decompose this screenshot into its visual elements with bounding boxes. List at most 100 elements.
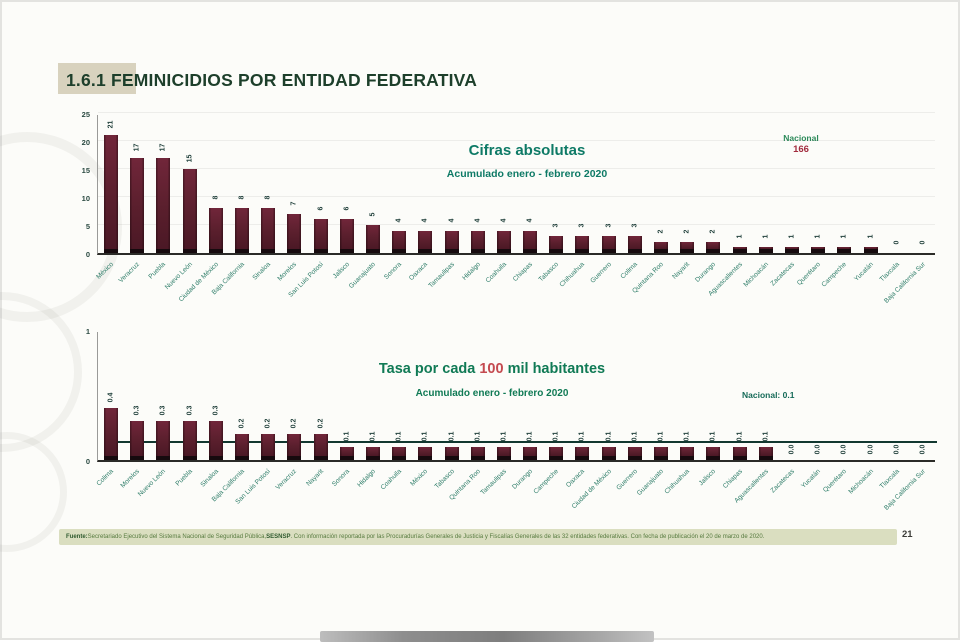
page-number: 21 [902,529,913,540]
gridline [98,168,935,169]
bar-value-label: 0.1 [343,431,351,442]
bar-value-label: 4 [395,218,403,223]
bar-value-label: 3 [578,223,586,228]
bar-value-label: 21 [107,121,115,129]
bar [339,447,354,460]
bar-value-label: 0.1 [500,431,508,442]
bar [549,447,564,460]
chart2-national-annotation: Nacional: 0.1 [742,390,794,400]
chart1-x-axis-labels: México Veracruz Puebla Nuevo León Ciudad de … [95,258,935,330]
bar-value-label: 0.3 [186,405,194,416]
bar [339,219,354,253]
source-sesnsp: SESNSP [266,534,291,540]
bar-value-label: 4 [526,218,534,223]
bar [392,230,407,253]
bar-value-label: 0.1 [421,431,429,442]
y-axis-tick-label: 0 [85,250,90,259]
bottom-ui-bar [320,631,654,642]
bar-value-label: 0.3 [212,405,220,416]
chart2-subtitle: Acumulado enero - febrero 2020 [415,388,569,399]
bar [156,157,171,253]
bar [470,230,485,253]
chart1-subtitle: Acumulado enero - febrero 2020 [446,168,608,180]
bar [680,241,695,253]
bar [235,434,250,460]
national-rate-value: 0.1 [782,390,795,400]
bar-value-label: 4 [421,218,429,223]
bar-value-label: 0.3 [159,405,167,416]
bar-value-label: 0.2 [238,418,246,429]
y-axis-tick-label: 25 [81,110,90,119]
gridline [98,112,935,113]
y-axis-tick-label: 15 [81,166,90,175]
y-axis-tick-label: 1 [85,327,90,336]
bar [732,447,747,460]
national-label: Nacional: [742,390,781,400]
bar-value-label: 3 [605,223,613,228]
bar [496,230,511,253]
gridline [98,224,935,225]
bar-value-label: 8 [264,195,272,200]
bar-value-label: 0.1 [657,431,665,442]
source-text-1: Secretariado Ejecutivo del Sistema Nacio… [87,534,267,540]
bar-value-label: 0.1 [552,431,560,442]
bar [287,434,302,460]
bar-value-label: 0.0 [919,444,927,455]
bar [392,447,407,460]
bar-value-label: 0.1 [683,431,691,442]
chart1-y-axis: 0 5 10 15 20 25 [60,110,94,259]
bar-value-label: 0.0 [814,444,822,455]
bar [601,236,616,253]
bar-value-label: 2 [683,229,691,234]
bar [680,447,695,460]
watermark-seal-icon [0,432,67,552]
chart2-title-highlight: 100 [479,361,504,377]
bar-value-label: 0.1 [448,431,456,442]
bar-value-label: 0.1 [578,431,586,442]
bar [104,135,119,253]
source-label: Fuente: [66,534,88,540]
bar [156,421,171,460]
bar [470,447,485,460]
bar-value-label: 0.2 [264,418,272,429]
bar [654,241,669,253]
bar-value-label: 0.1 [474,431,482,442]
bar [261,434,276,460]
chart2-title-post: mil habitantes [503,361,606,377]
bar [365,225,380,253]
bar [654,447,669,460]
bar [627,236,642,253]
bar-value-label: 0.1 [605,431,613,442]
title-highlight [58,63,136,94]
page-title: 1.6.1 FEMINICIDIOS POR ENTIDAD FEDERATIV… [66,70,478,90]
bar-value-label: 17 [159,143,167,152]
bar-value-label: 15 [186,154,194,163]
bar-value-label: 0.2 [290,418,298,429]
bar [549,236,564,253]
bar-value-label: 0.1 [736,431,744,442]
bar [732,247,747,253]
chart2-x-axis-labels: Colima Morelos Nuevo León Puebla Sinaloa Baja… [96,465,935,537]
bar-value-label: 3 [631,223,639,228]
bar [758,447,773,460]
bar-value-label: 2 [657,229,665,234]
bar-value-label: 0.1 [526,431,534,442]
bar-value-label: 6 [343,206,351,211]
source-footer: Fuente: Secretariado Ejecutivo del Siste… [59,529,897,545]
bar [601,447,616,460]
chart1-title: Cifras absolutas [468,142,586,159]
chart2-title-pre: Tasa por cada [378,361,480,377]
bar-value-label: 1 [840,234,848,239]
y-axis-tick-label: 10 [81,194,90,203]
bar-value-label: 0.4 [107,392,115,403]
y-axis-tick-label: 0 [85,457,90,466]
national-total-value: 166 [793,144,809,155]
bar-value-label: 4 [474,218,482,223]
bar-value-label: 0.0 [867,444,875,455]
bar-value-label: 0.0 [788,444,796,455]
bar-value-label: 0 [893,240,901,245]
bar [575,447,590,460]
bar-value-label: 0.1 [369,431,377,442]
